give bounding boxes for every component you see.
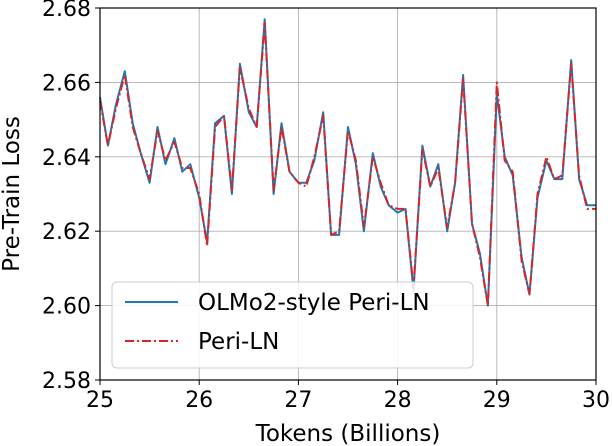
y-tick-label: 2.58 bbox=[42, 369, 91, 394]
x-tick-label: 27 bbox=[284, 388, 312, 413]
legend-label-olmo2-style-peri-ln: OLMo2-style Peri-LN bbox=[198, 290, 430, 316]
plot-frame bbox=[99, 7, 597, 381]
legend-label-peri-ln: Peri-LN bbox=[198, 329, 279, 355]
y-tick-label: 2.62 bbox=[42, 220, 91, 245]
y-tick-label: 2.60 bbox=[42, 295, 91, 320]
y-axis-label: Pre-Train Loss bbox=[0, 116, 25, 272]
x-tick-label: 29 bbox=[483, 388, 511, 413]
legend: OLMo2-style Peri-LN Peri-LN bbox=[111, 281, 474, 369]
y-axis-ticks: 2.58 2.60 2.62 2.64 2.66 2.68 bbox=[42, 0, 100, 394]
x-axis-label: Tokens (Billions) bbox=[255, 421, 441, 446]
legend-box bbox=[111, 281, 474, 369]
series-line-peri-ln bbox=[99, 21, 596, 307]
y-tick-label: 2.66 bbox=[42, 71, 91, 96]
x-tick-label: 28 bbox=[384, 388, 412, 413]
x-axis-ticks: 25 26 27 28 29 30 bbox=[86, 380, 610, 413]
y-tick-label: 2.68 bbox=[42, 0, 91, 22]
x-tick-label: 30 bbox=[582, 388, 610, 413]
x-tick-label: 25 bbox=[86, 388, 114, 413]
y-tick-label: 2.64 bbox=[42, 146, 91, 171]
series-lines bbox=[99, 18, 596, 307]
x-tick-label: 26 bbox=[185, 388, 213, 413]
